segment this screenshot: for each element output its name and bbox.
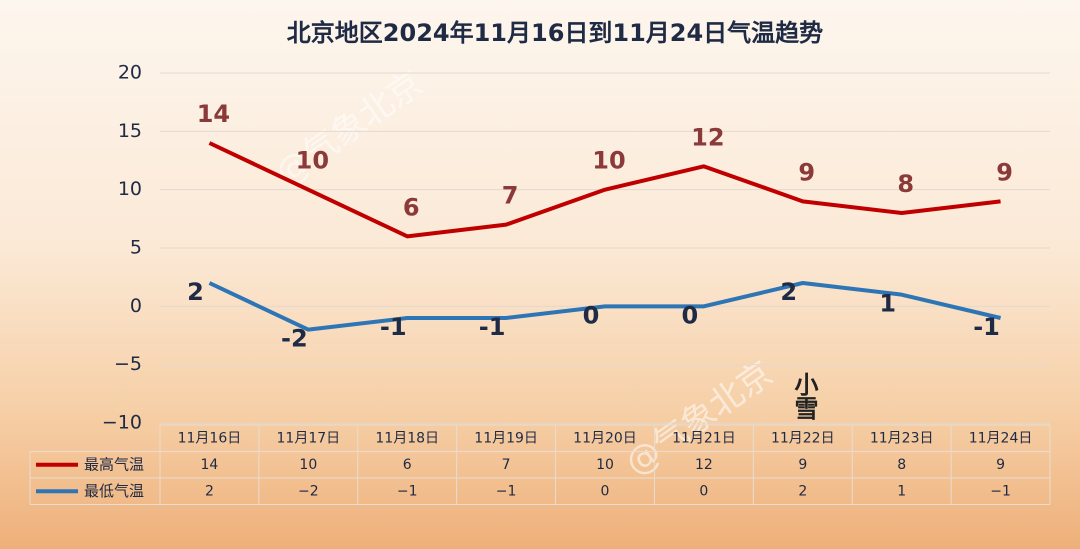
table-value: 2	[798, 483, 807, 499]
y-tick-label: 0	[130, 295, 142, 317]
data-label: -1	[380, 313, 407, 341]
data-label: 2	[187, 278, 204, 306]
x-tick-label: 11月22日	[771, 430, 835, 446]
table-value: 7	[502, 457, 511, 473]
data-table: 11月16日 11月17日 11月18日 11月19日 11月20日 11月21日 11月2…	[29, 424, 1051, 505]
data-label: 1	[879, 290, 896, 318]
data-label: 10	[296, 147, 329, 175]
data-label: -2	[281, 325, 308, 353]
y-tick-label: 15	[118, 120, 142, 142]
table-value: −1	[990, 483, 1011, 499]
data-label: -1	[973, 313, 1000, 341]
data-label: 2	[780, 278, 797, 306]
table-value: 6	[403, 457, 412, 473]
data-label: 8	[897, 170, 914, 198]
watermark: @气象北京	[268, 64, 430, 194]
data-label: 10	[592, 147, 625, 175]
data-label: 0	[583, 301, 600, 329]
annotation: 小雪	[790, 372, 818, 420]
x-tick-label: 11月23日	[870, 430, 934, 446]
table-value: 0	[699, 483, 708, 499]
table-value: 1	[897, 483, 906, 499]
data-label: 12	[691, 123, 724, 151]
table-value: −2	[298, 483, 319, 499]
y-tick-label: −10	[102, 412, 142, 434]
table-value: 8	[897, 457, 906, 473]
table-value: 10	[299, 457, 317, 473]
table-value: 10	[596, 457, 614, 473]
data-label: 7	[502, 182, 519, 210]
y-tick-label: 5	[130, 237, 142, 259]
table-value: 9	[798, 457, 807, 473]
x-tick-label: 11月20日	[573, 430, 637, 446]
series-line	[208, 281, 1002, 332]
x-tick-label: 11月17日	[277, 430, 341, 446]
table-value: 2	[205, 483, 214, 499]
table-value: 9	[996, 457, 1005, 473]
legend-label: 最高气温	[84, 455, 144, 473]
legend-label: 最低气温	[84, 482, 144, 500]
data-label: 0	[682, 301, 699, 329]
table-value: 12	[695, 457, 713, 473]
data-label: -1	[479, 313, 506, 341]
data-label: 9	[996, 158, 1013, 186]
chart-title: 北京地区2024年11月16日到11月24日气温趋势	[287, 19, 823, 47]
x-tick-label: 11月19日	[474, 430, 538, 446]
table-value: 14	[201, 457, 219, 473]
series-line	[208, 141, 1001, 239]
table-value: −1	[397, 483, 418, 499]
table-value: 0	[601, 483, 610, 499]
x-tick-label: 11月24日	[969, 430, 1033, 446]
y-tick-label: 10	[118, 178, 142, 200]
x-tick-label: 11月16日	[178, 430, 242, 446]
y-tick-label: 20	[118, 62, 142, 84]
data-label: 14	[197, 100, 230, 128]
data-label: 9	[798, 158, 815, 186]
y-tick-label: −5	[114, 353, 142, 375]
data-label: 6	[403, 193, 420, 221]
table-value: −1	[496, 483, 517, 499]
x-tick-label: 11月21日	[672, 430, 736, 446]
x-tick-label: 11月18日	[375, 430, 439, 446]
